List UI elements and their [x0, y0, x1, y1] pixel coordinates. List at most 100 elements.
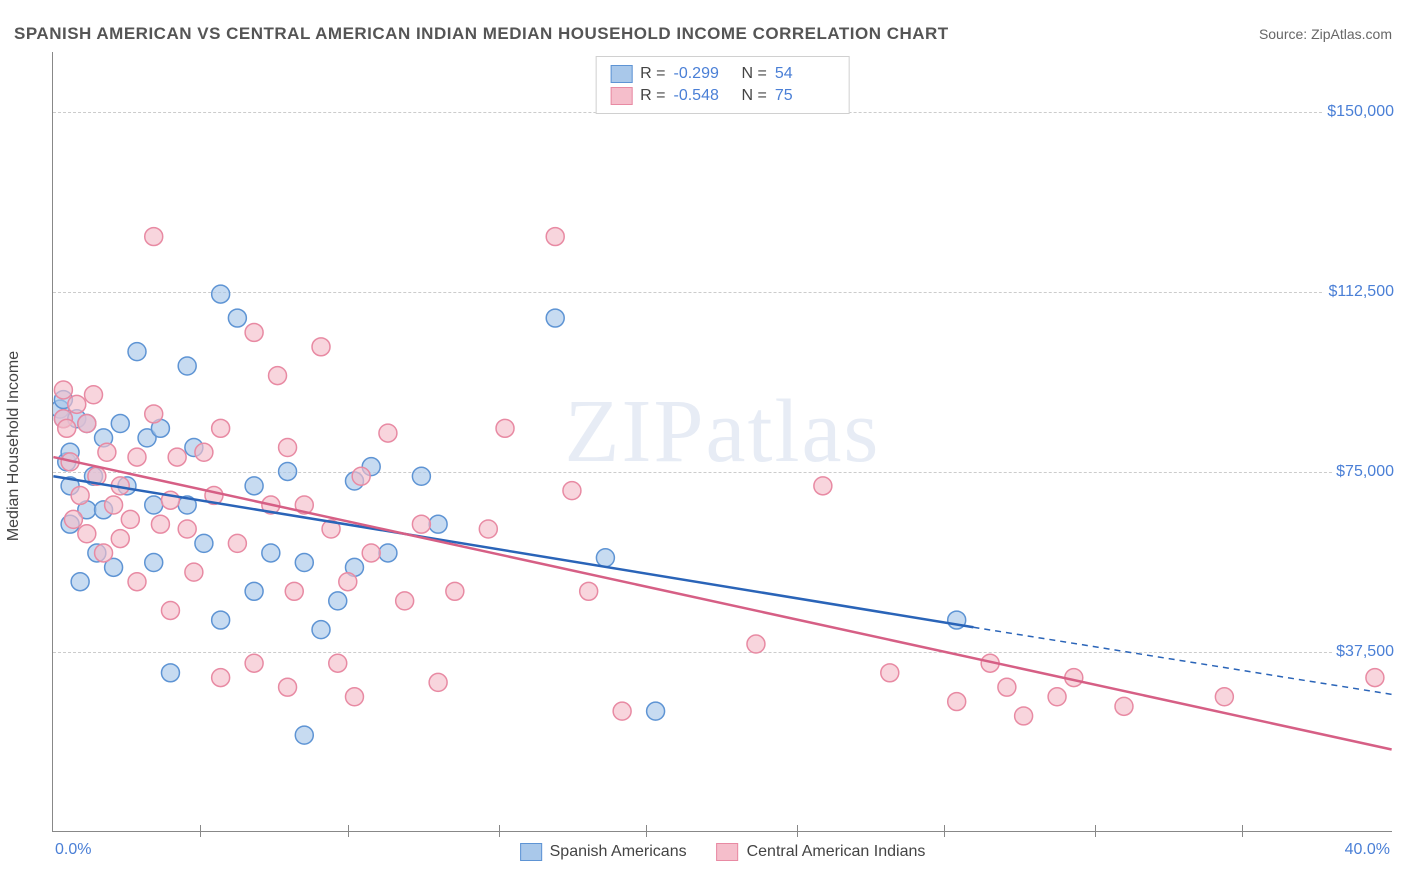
- scatter-point: [295, 554, 313, 572]
- scatter-point: [563, 482, 581, 500]
- scatter-point: [312, 621, 330, 639]
- legend-swatch: [610, 65, 632, 83]
- scatter-point: [212, 419, 230, 437]
- chart-plot-area: ZIPatlas R = -0.299N = 54R = -0.548N = 7…: [52, 52, 1392, 832]
- scatter-point: [128, 448, 146, 466]
- scatter-point: [613, 702, 631, 720]
- scatter-point: [151, 515, 169, 533]
- n-value: 54: [775, 65, 835, 83]
- chart-source: Source: ZipAtlas.com: [1259, 26, 1392, 42]
- scatter-point: [262, 544, 280, 562]
- scatter-point: [295, 726, 313, 744]
- source-name: ZipAtlas.com: [1311, 26, 1392, 42]
- scatter-point: [54, 381, 72, 399]
- scatter-point: [212, 669, 230, 687]
- chart-title: SPANISH AMERICAN VS CENTRAL AMERICAN IND…: [14, 24, 949, 44]
- series-name: Central American Indians: [747, 843, 926, 861]
- scatter-point: [105, 496, 123, 514]
- scatter-point: [68, 395, 86, 413]
- scatter-point: [496, 419, 514, 437]
- scatter-point: [1215, 688, 1233, 706]
- scatter-point: [429, 673, 447, 691]
- scatter-point: [998, 678, 1016, 696]
- scatter-point: [111, 530, 129, 548]
- scatter-point: [212, 285, 230, 303]
- scatter-point: [111, 415, 129, 433]
- scatter-point: [145, 405, 163, 423]
- scatter-point: [145, 554, 163, 572]
- scatter-point: [429, 515, 447, 533]
- scatter-point: [245, 477, 263, 495]
- scatter-point: [58, 419, 76, 437]
- correlation-legend-row: R = -0.548 N = 75: [610, 85, 835, 107]
- scatter-point: [345, 688, 363, 706]
- r-value: -0.548: [674, 87, 734, 105]
- scatter-point: [279, 439, 297, 457]
- scatter-point: [128, 573, 146, 591]
- scatter-point: [1048, 688, 1066, 706]
- scatter-point: [228, 309, 246, 327]
- x-axis-start-label: 0.0%: [55, 841, 91, 859]
- scatter-point: [269, 367, 287, 385]
- correlation-legend-row: R = -0.299N = 54: [610, 63, 835, 85]
- scatter-point: [279, 462, 297, 480]
- n-label: N =: [742, 87, 767, 105]
- n-value: 75: [775, 87, 835, 105]
- scatter-point: [546, 309, 564, 327]
- scatter-point: [412, 467, 430, 485]
- scatter-point: [285, 582, 303, 600]
- r-label: R =: [640, 87, 665, 105]
- scatter-point: [329, 592, 347, 610]
- scatter-point: [339, 573, 357, 591]
- series-legend-item: Spanish Americans: [520, 843, 687, 861]
- scatter-point: [446, 582, 464, 600]
- scatter-point: [121, 510, 139, 528]
- scatter-point: [145, 496, 163, 514]
- source-label: Source:: [1259, 26, 1307, 42]
- scatter-point: [145, 228, 163, 246]
- scatter-point: [1115, 697, 1133, 715]
- scatter-point: [178, 520, 196, 538]
- scatter-point: [128, 343, 146, 361]
- scatter-point: [71, 573, 89, 591]
- scatter-point: [747, 635, 765, 653]
- scatter-point: [245, 654, 263, 672]
- scatter-point: [212, 611, 230, 629]
- scatter-point: [881, 664, 899, 682]
- scatter-point: [329, 654, 347, 672]
- scatter-point: [98, 443, 116, 461]
- regression-line: [53, 476, 973, 627]
- scatter-point: [71, 486, 89, 504]
- scatter-point: [379, 424, 397, 442]
- scatter-point: [412, 515, 430, 533]
- legend-swatch: [717, 843, 739, 861]
- scatter-point: [64, 510, 82, 528]
- scatter-point: [85, 386, 103, 404]
- scatter-point: [185, 563, 203, 581]
- scatter-point: [596, 549, 614, 567]
- scatter-point: [814, 477, 832, 495]
- scatter-point: [379, 544, 397, 562]
- scatter-point: [178, 357, 196, 375]
- series-legend: Spanish Americans Central American Indian…: [520, 843, 926, 861]
- regression-line-extrapolated: [973, 627, 1391, 694]
- scatter-point: [168, 448, 186, 466]
- scatter-point: [362, 544, 380, 562]
- correlation-legend: R = -0.299N = 54R = -0.548N = 75: [595, 56, 850, 114]
- chart-header: SPANISH AMERICAN VS CENTRAL AMERICAN IND…: [14, 24, 1392, 44]
- scatter-point: [195, 443, 213, 461]
- y-axis-label: Median Household Income: [5, 351, 23, 541]
- scatter-point: [546, 228, 564, 246]
- r-label: R =: [640, 65, 665, 83]
- scatter-point: [95, 544, 113, 562]
- scatter-point: [1015, 707, 1033, 725]
- x-axis-end-label: 40.0%: [1345, 841, 1390, 859]
- scatter-point: [479, 520, 497, 538]
- legend-swatch: [610, 87, 632, 105]
- scatter-point: [647, 702, 665, 720]
- n-label: N =: [742, 65, 767, 83]
- scatter-point: [1366, 669, 1384, 687]
- scatter-point: [245, 582, 263, 600]
- regression-line: [53, 457, 1391, 749]
- scatter-point: [245, 323, 263, 341]
